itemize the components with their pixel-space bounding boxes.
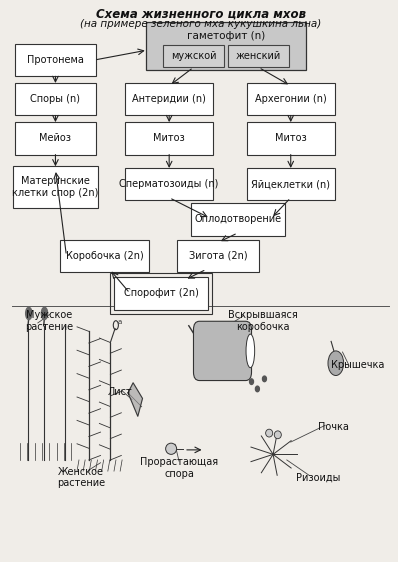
FancyBboxPatch shape — [125, 83, 213, 115]
Text: Ризоиды: Ризоиды — [296, 472, 340, 482]
Ellipse shape — [265, 429, 273, 437]
FancyBboxPatch shape — [13, 166, 98, 208]
Text: Лист: Лист — [108, 387, 133, 397]
Text: Крышечка: Крышечка — [331, 360, 384, 370]
FancyBboxPatch shape — [163, 45, 224, 67]
FancyBboxPatch shape — [146, 22, 306, 70]
Text: Женское
растение: Женское растение — [57, 466, 105, 488]
Text: Протонема: Протонема — [27, 55, 84, 65]
Text: Мейоз: Мейоз — [39, 133, 72, 143]
Text: a: a — [117, 319, 122, 324]
FancyBboxPatch shape — [228, 45, 289, 67]
Ellipse shape — [246, 334, 255, 368]
Text: Митоз: Митоз — [275, 133, 306, 143]
Ellipse shape — [328, 351, 344, 375]
Text: женский: женский — [236, 51, 281, 61]
FancyBboxPatch shape — [114, 277, 209, 310]
Text: Схема жизненного цикла мхов: Схема жизненного цикла мхов — [96, 8, 306, 21]
FancyBboxPatch shape — [247, 168, 335, 201]
Circle shape — [250, 379, 254, 384]
FancyBboxPatch shape — [125, 122, 213, 155]
Text: Яйцеклетки (n): Яйцеклетки (n) — [251, 179, 330, 189]
Text: Зигота (2n): Зигота (2n) — [189, 251, 248, 261]
Circle shape — [256, 386, 259, 392]
Text: Антеридии (n): Антеридии (n) — [132, 94, 206, 105]
Text: Митоз: Митоз — [153, 133, 185, 143]
Text: Сперматозоиды (n): Сперматозоиды (n) — [119, 179, 219, 189]
Text: гаметофит (n): гаметофит (n) — [187, 31, 265, 41]
Polygon shape — [128, 383, 142, 416]
Ellipse shape — [166, 443, 177, 454]
Text: мужской: мужской — [171, 51, 216, 61]
FancyBboxPatch shape — [247, 122, 335, 155]
FancyBboxPatch shape — [247, 83, 335, 115]
Text: Прорастающая
спора: Прорастающая спора — [140, 457, 218, 479]
Text: Спорофит (2n): Спорофит (2n) — [124, 288, 199, 298]
FancyBboxPatch shape — [177, 239, 259, 272]
Text: Оплодотворение: Оплодотворение — [194, 215, 281, 224]
Ellipse shape — [25, 307, 32, 320]
Text: Вскрывшаяся
коробочка: Вскрывшаяся коробочка — [228, 310, 298, 332]
Text: Почка: Почка — [318, 422, 349, 432]
Text: Споры (n): Споры (n) — [31, 94, 80, 105]
Text: Мужское
растение: Мужское растение — [25, 310, 74, 332]
Text: (на примере зеленого мха кукушкина льна): (на примере зеленого мха кукушкина льна) — [80, 19, 321, 29]
FancyBboxPatch shape — [125, 168, 213, 201]
FancyBboxPatch shape — [15, 83, 96, 115]
Ellipse shape — [274, 431, 281, 439]
Text: Архегонии (n): Архегонии (n) — [255, 94, 327, 105]
FancyBboxPatch shape — [60, 239, 148, 272]
Text: Коробочка (2n): Коробочка (2n) — [66, 251, 143, 261]
Ellipse shape — [41, 307, 48, 320]
FancyBboxPatch shape — [191, 203, 285, 235]
Text: Материнские
клетки спор (2n): Материнские клетки спор (2n) — [12, 176, 99, 198]
Circle shape — [263, 376, 266, 382]
FancyBboxPatch shape — [15, 44, 96, 76]
FancyBboxPatch shape — [193, 321, 252, 380]
FancyBboxPatch shape — [15, 122, 96, 155]
